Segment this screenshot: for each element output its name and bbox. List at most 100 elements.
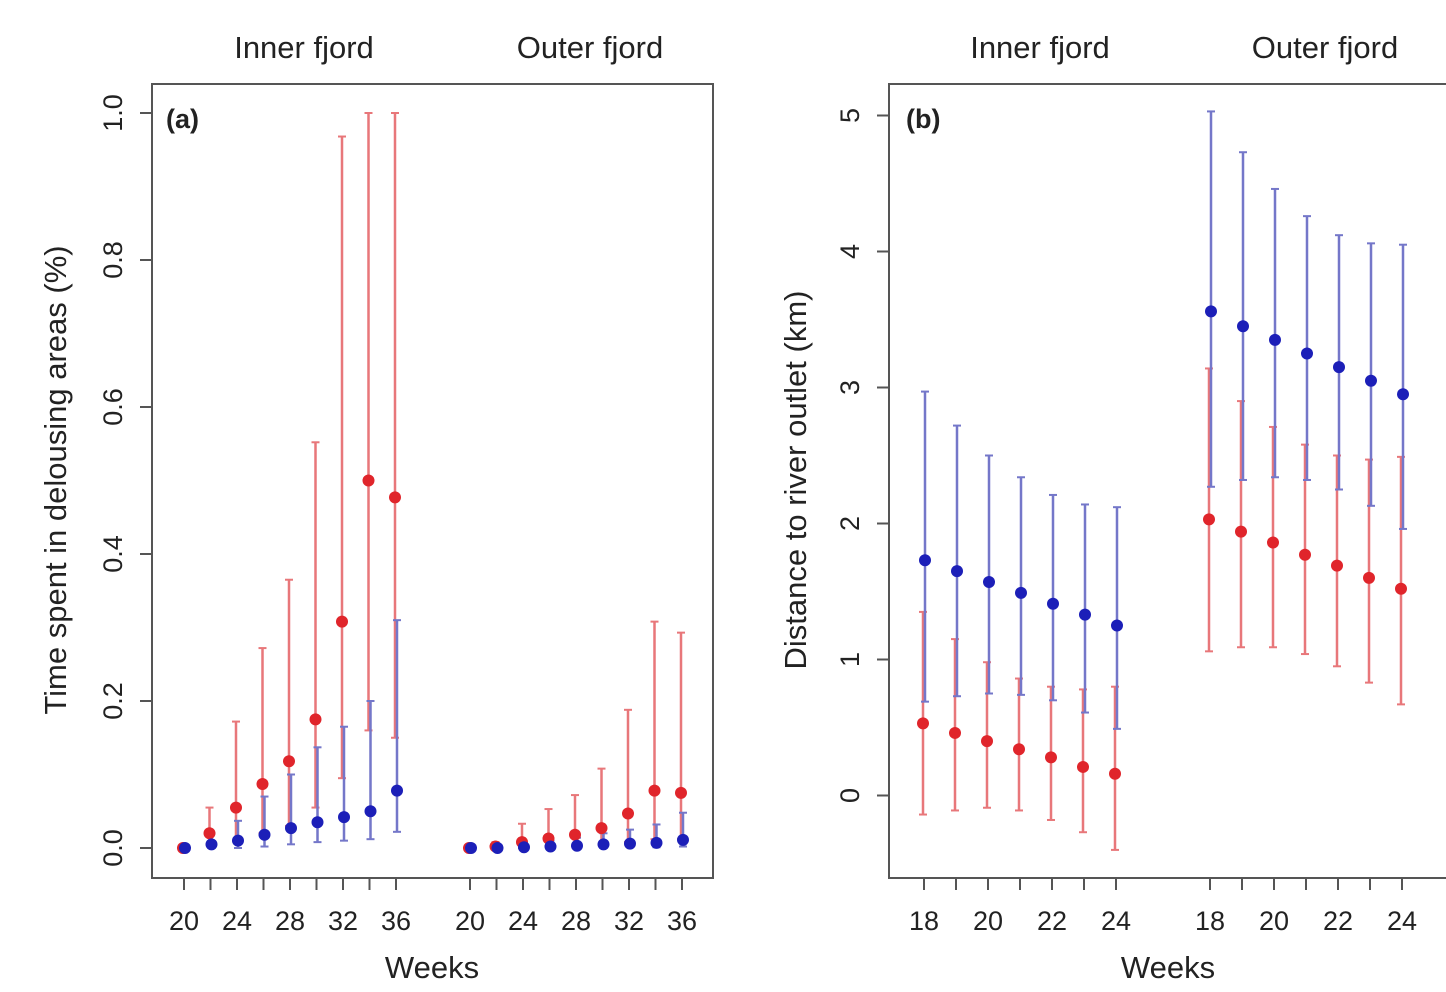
y-tick-label-b: 0 xyxy=(835,788,865,803)
data-point-red-b xyxy=(1299,548,1311,561)
panel-a: (a) Inner fjord Outer fjord Weeks Time s… xyxy=(38,30,714,985)
plot-frame-b xyxy=(888,83,1446,879)
x-tick-label-b: 20 xyxy=(973,906,1003,936)
y-tick-label-a: 0.8 xyxy=(98,241,128,279)
data-point-blue-a xyxy=(624,837,636,850)
data-point-red-b xyxy=(1395,582,1407,595)
data-point-blue-b xyxy=(1301,347,1313,360)
x-tick-label-b: 24 xyxy=(1101,906,1131,936)
data-point-red-b xyxy=(1077,760,1089,773)
data-point-blue-a xyxy=(285,822,297,835)
group-label-outer-b: Outer fjord xyxy=(1252,30,1398,65)
data-point-blue-a xyxy=(179,842,191,854)
data-point-blue-a xyxy=(518,841,530,854)
data-point-red-b xyxy=(1363,571,1375,584)
x-tick-label-a: 32 xyxy=(614,906,644,936)
data-point-blue-b xyxy=(983,575,995,588)
panel-label-b: (b) xyxy=(906,104,940,134)
y-tick-label-a: 0.6 xyxy=(98,388,128,426)
data-point-blue-b xyxy=(1111,619,1123,632)
x-tick-label-b: 18 xyxy=(909,906,939,936)
y-axis-label-a: Time spent in delousing areas (%) xyxy=(38,245,73,714)
x-tick-label-a: 28 xyxy=(275,906,305,936)
data-point-blue-b xyxy=(1015,586,1027,599)
data-point-red-a xyxy=(283,755,295,768)
data-point-red-a xyxy=(256,778,269,791)
data-point-blue-a xyxy=(491,842,504,854)
y-tick-label-b: 1 xyxy=(835,652,865,667)
data-point-red-a xyxy=(595,822,608,835)
data-point-blue-a xyxy=(677,833,689,846)
data-point-blue-a xyxy=(258,828,271,841)
data-point-red-a xyxy=(230,801,242,814)
x-tick-label-b: 20 xyxy=(1259,906,1289,936)
data-point-red-a xyxy=(675,786,687,799)
y-tick-label-b: 4 xyxy=(835,244,865,259)
y-tick-label-b: 5 xyxy=(835,108,865,123)
y-tick-label-a: 0.4 xyxy=(98,535,128,573)
x-tick-label-b: 18 xyxy=(1195,906,1225,936)
group-label-inner-b: Inner fjord xyxy=(970,30,1110,65)
data-point-blue-a xyxy=(338,811,350,824)
data-point-blue-b xyxy=(1365,374,1377,387)
data-point-blue-a xyxy=(544,840,557,853)
panel-b: (b) Inner fjord Outer fjord Weeks Distan… xyxy=(778,30,1446,985)
x-tick-label-a: 36 xyxy=(381,906,411,936)
marks-b: 0 1 2 3 4 5 18 20 22 24 18 20 22 24 xyxy=(835,108,1417,936)
group-label-inner-a: Inner fjord xyxy=(234,30,374,65)
data-point-red-b xyxy=(1267,536,1279,549)
data-point-blue-b xyxy=(1237,320,1249,333)
data-point-red-a xyxy=(336,615,348,628)
x-tick-label-a: 36 xyxy=(667,906,697,936)
data-point-red-b xyxy=(1109,767,1121,780)
data-point-red-a xyxy=(362,474,375,487)
data-point-blue-a xyxy=(205,838,218,851)
data-point-red-b xyxy=(1331,559,1343,572)
data-point-blue-a xyxy=(597,838,610,851)
data-point-blue-b xyxy=(1333,361,1345,374)
x-tick-label-b: 22 xyxy=(1323,906,1353,936)
data-point-blue-b xyxy=(1079,608,1091,621)
data-point-red-b xyxy=(1045,751,1057,764)
data-point-blue-b xyxy=(1047,597,1059,610)
data-point-red-b xyxy=(949,726,961,739)
data-point-red-a xyxy=(203,827,216,840)
data-point-blue-a xyxy=(571,839,583,852)
data-point-blue-a xyxy=(364,805,377,818)
data-point-blue-b xyxy=(919,554,931,567)
data-point-blue-b xyxy=(951,565,963,578)
data-point-blue-a xyxy=(650,836,663,849)
data-point-red-b xyxy=(917,717,929,730)
data-point-blue-b xyxy=(1205,305,1217,318)
x-tick-label-b: 24 xyxy=(1387,906,1417,936)
x-tick-label-a: 20 xyxy=(455,906,485,936)
data-point-blue-a xyxy=(232,834,244,847)
data-point-blue-b xyxy=(1269,333,1281,346)
panel-label-a: (a) xyxy=(166,104,199,134)
marks-a: 0.0 0.2 0.4 0.6 0.8 1.0 20 24 28 32 36 20 24 28 32 36 xyxy=(98,94,697,936)
x-tick-label-a: 28 xyxy=(561,906,591,936)
data-point-red-b xyxy=(1013,743,1025,756)
x-tick-label-a: 20 xyxy=(169,906,199,936)
data-point-red-b xyxy=(1203,513,1215,526)
data-point-red-a xyxy=(622,807,634,820)
plot-frame-a xyxy=(151,83,714,879)
data-point-red-a xyxy=(389,491,401,504)
data-point-red-b xyxy=(1235,525,1247,538)
data-point-red-a xyxy=(648,784,661,797)
y-tick-label-b: 3 xyxy=(835,380,865,395)
y-axis-label-b: Distance to river outlet (km) xyxy=(778,291,813,670)
x-axis-label-a: Weeks xyxy=(385,950,479,985)
x-tick-label-a: 24 xyxy=(508,906,538,936)
group-label-outer-a: Outer fjord xyxy=(517,30,663,65)
x-tick-label-b: 22 xyxy=(1037,906,1067,936)
y-tick-label-b: 2 xyxy=(835,516,865,531)
data-point-blue-b xyxy=(1397,388,1409,401)
data-point-red-a xyxy=(309,713,322,726)
x-tick-label-a: 24 xyxy=(222,906,252,936)
y-tick-label-a: 0.2 xyxy=(98,682,128,720)
x-axis-label-b: Weeks xyxy=(1121,950,1215,985)
data-point-blue-a xyxy=(465,842,477,854)
data-point-red-a xyxy=(569,828,581,841)
